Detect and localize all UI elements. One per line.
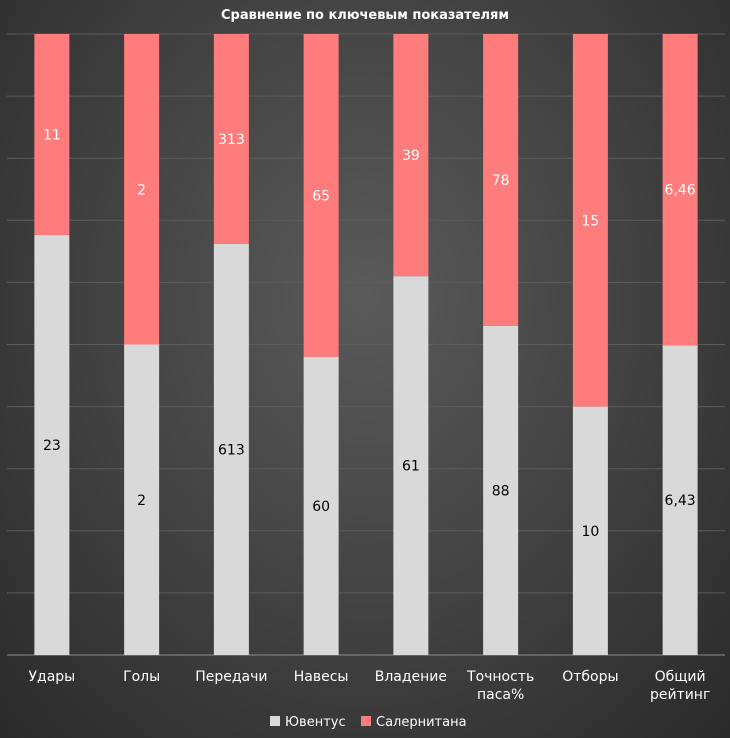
category-labels: Удары Голы Передачи Навесы Владение Точность п… — [29, 669, 711, 703]
bar-salernitana — [213, 34, 249, 244]
data-label-juventus: 60 — [312, 499, 330, 515]
bar-juventus — [662, 345, 698, 655]
legend-label-juventus: Ювентус — [285, 715, 346, 730]
bar-juventus — [303, 356, 339, 655]
category-label: Владение — [375, 669, 447, 685]
category-label: Удары — [29, 669, 76, 685]
data-label-salernitana: 2 — [137, 182, 146, 198]
bar-salernitana — [303, 34, 339, 357]
bar-salernitana — [662, 34, 698, 346]
data-label-juventus: 6,43 — [665, 493, 696, 509]
bar-juventus — [572, 406, 608, 655]
data-label-salernitana: 11 — [43, 127, 61, 143]
data-label-juventus: 88 — [492, 483, 510, 499]
bar-salernitana — [483, 34, 519, 326]
legend-label-salernitana: Салернитана — [376, 715, 467, 730]
data-label-juventus: 2 — [137, 493, 146, 509]
bar-juventus — [393, 276, 429, 655]
data-label-salernitana: 65 — [312, 188, 330, 204]
legend-swatch-salernitana — [361, 716, 371, 726]
category-label: Общий — [655, 669, 706, 685]
category-label: паса% — [477, 687, 524, 703]
data-label-juventus: 10 — [581, 524, 599, 540]
bar-salernitana — [393, 34, 429, 277]
bar-salernitana — [124, 34, 160, 345]
category-label: Передачи — [195, 669, 267, 685]
bar-juventus — [124, 344, 160, 655]
bar-juventus — [213, 243, 249, 655]
data-label-juventus: 61 — [402, 459, 420, 475]
bar-salernitana — [34, 34, 70, 235]
data-label-salernitana: 313 — [218, 132, 245, 148]
category-label: Точность — [466, 669, 534, 685]
category-label: Навесы — [294, 669, 349, 685]
legend: Ювентус Салернитана — [270, 715, 467, 730]
chart-title: Сравнение по ключевым показателям — [221, 8, 509, 23]
bars — [34, 34, 698, 656]
data-label-salernitana: 78 — [492, 173, 510, 189]
data-label-juventus: 23 — [43, 438, 61, 454]
data-label-salernitana: 15 — [581, 213, 599, 229]
bar-juventus — [483, 325, 519, 655]
data-label-juventus: 613 — [218, 442, 245, 458]
category-label: Голы — [123, 669, 160, 685]
category-label: Отборы — [562, 669, 618, 685]
data-label-salernitana: 39 — [402, 148, 420, 164]
data-labels: 23 11 2 2 613 313 60 65 61 39 88 78 10 15 6,43 6,46 — [43, 127, 696, 539]
category-label: рейтинг — [650, 687, 710, 703]
gridlines — [7, 33, 725, 656]
data-label-salernitana: 6,46 — [665, 183, 696, 199]
bar-juventus — [34, 234, 70, 656]
legend-swatch-juventus — [270, 716, 280, 726]
bar-salernitana — [572, 34, 608, 407]
